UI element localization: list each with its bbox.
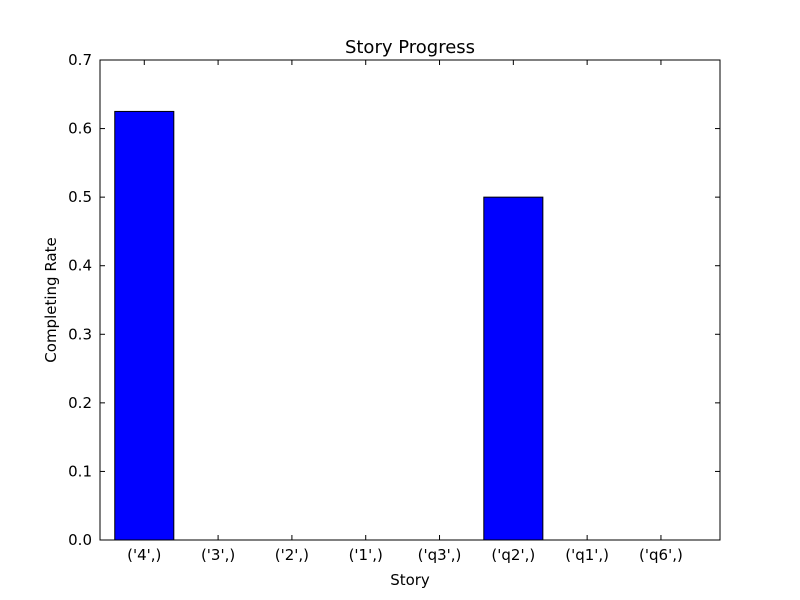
y-tick-label: 0.4 (68, 257, 92, 275)
x-tick-label: ('2',) (275, 546, 309, 564)
x-tick-label: ('q2',) (491, 546, 535, 564)
y-tick-label: 0.1 (68, 462, 92, 480)
y-tick-label: 0.2 (68, 394, 92, 412)
x-tick-label: ('3',) (201, 546, 235, 564)
y-axis-label: Completing Rate (42, 237, 60, 362)
bar-5 (483, 196, 544, 541)
plot-frame (99, 59, 721, 541)
x-axis-label: Story (390, 571, 430, 589)
x-tick-label: ('q3',) (418, 546, 462, 564)
chart-title: Story Progress (345, 37, 475, 58)
x-axis-ticks: ('4',) ('3',) ('2',) ('1',) ('q3',) ('q2',) ('… (127, 60, 683, 564)
x-tick-label: ('q6',) (639, 546, 683, 564)
y-tick-label: 0.7 (68, 51, 92, 69)
bars-group (114, 110, 544, 541)
y-axis-ticks: 0.0 0.1 0.2 0.3 0.4 0.5 0.6 0.7 (68, 51, 720, 549)
x-tick-label: ('4',) (127, 546, 161, 564)
y-tick-label: 0.5 (68, 188, 92, 206)
x-tick-label: ('q1',) (565, 546, 609, 564)
y-tick-label: 0.3 (68, 325, 92, 343)
x-tick-label: ('1',) (349, 546, 383, 564)
y-tick-label: 0.0 (68, 531, 92, 549)
bar-0 (114, 110, 175, 541)
y-tick-label: 0.6 (68, 120, 92, 138)
